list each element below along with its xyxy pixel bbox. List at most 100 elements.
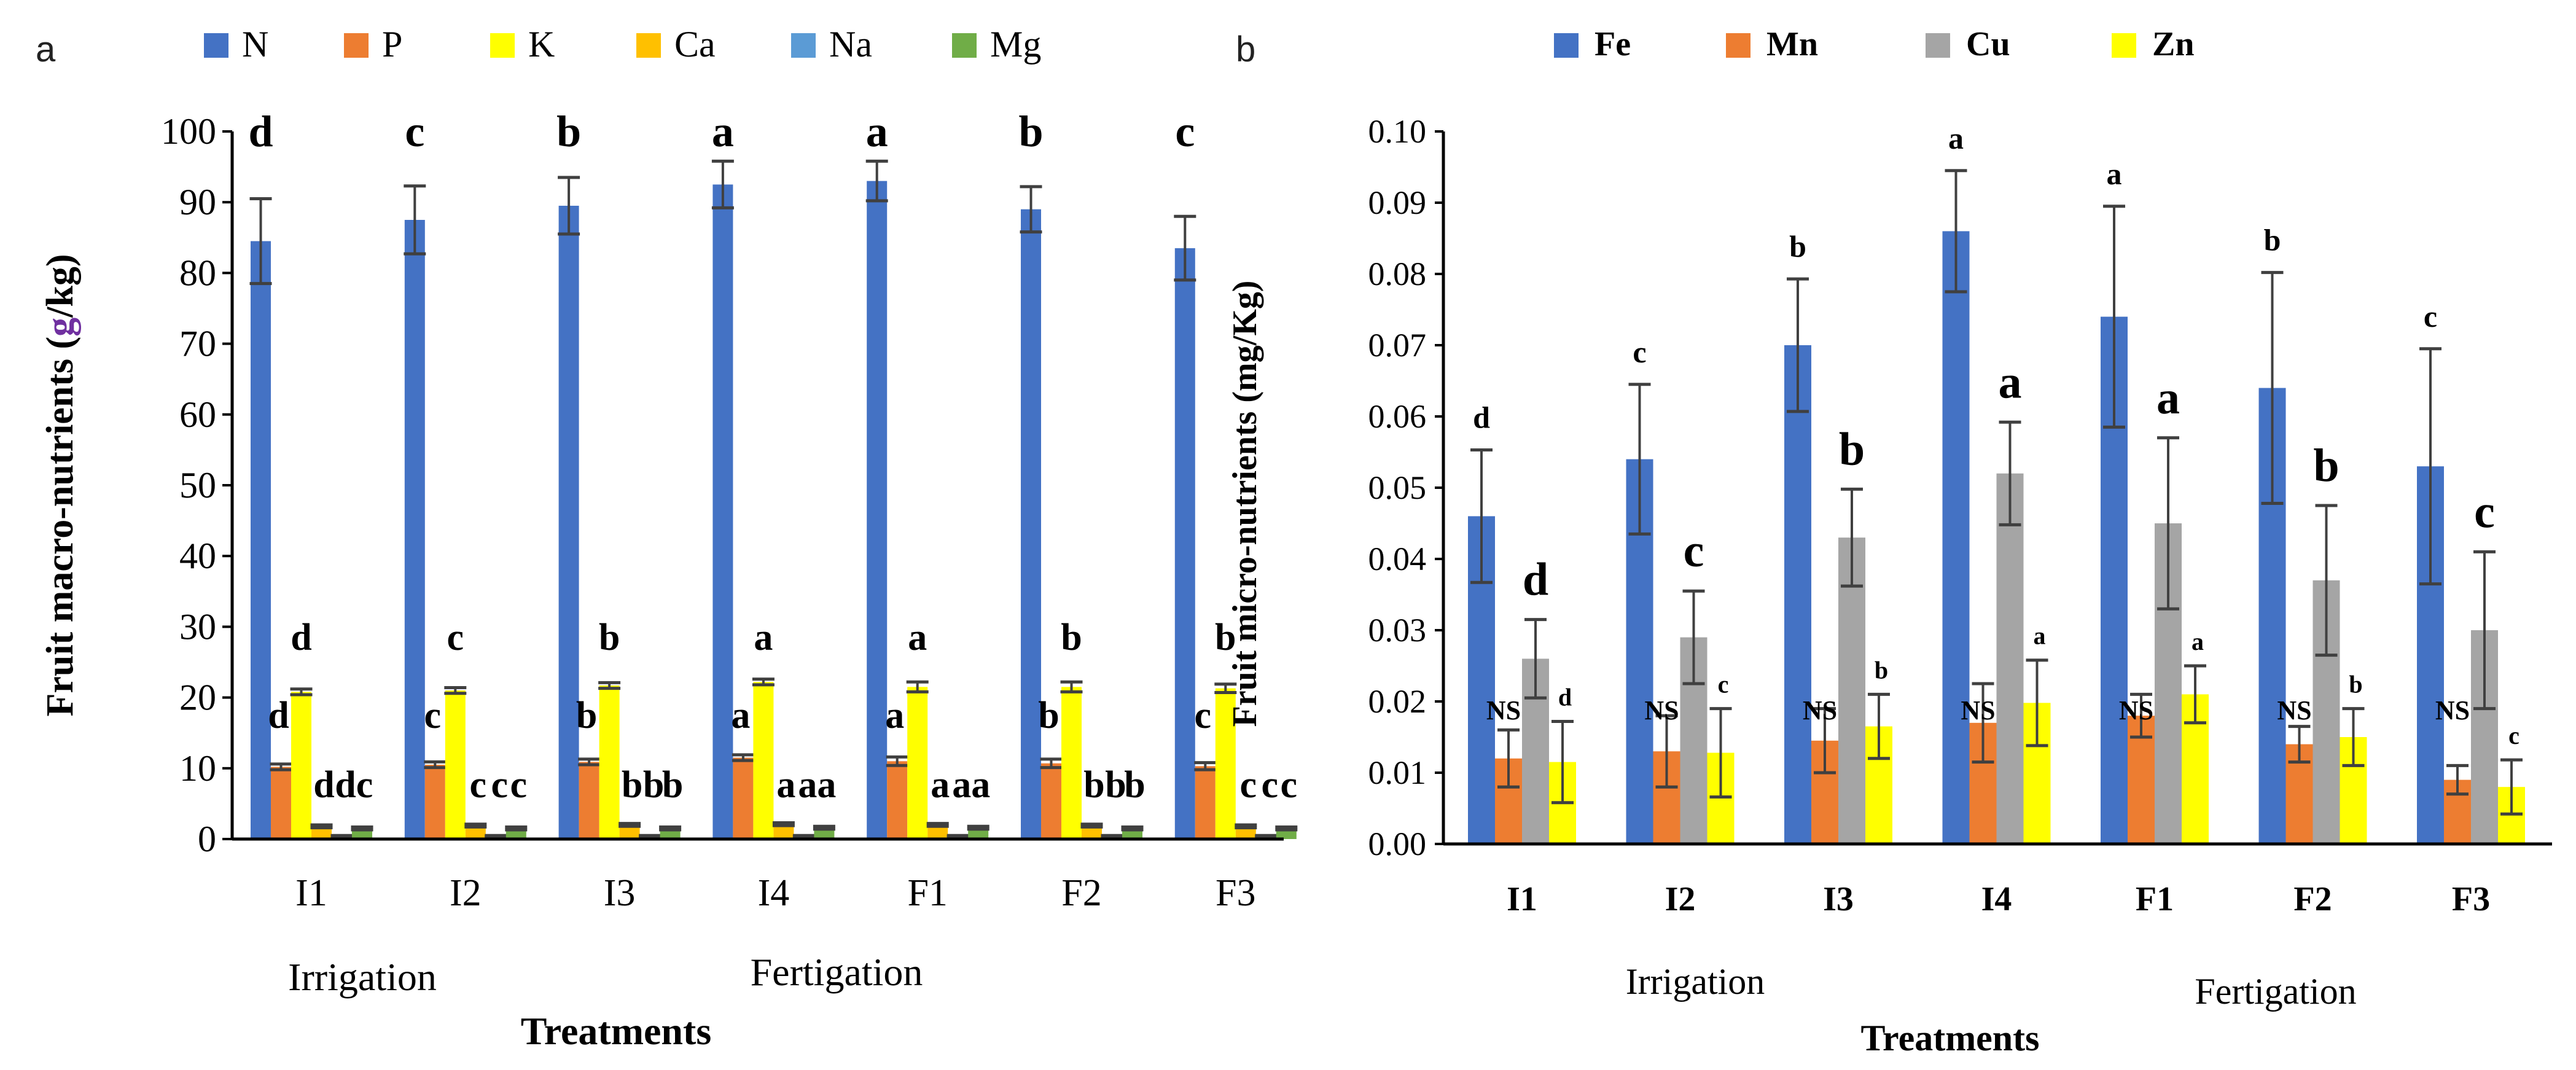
sig-letter: NS (2277, 695, 2311, 725)
error-bar (2157, 436, 2179, 611)
y-tick-label: 70 (179, 324, 216, 364)
error-bar (619, 822, 641, 828)
x-tick-label: I2 (1665, 880, 1696, 918)
y-tick-label: 30 (179, 606, 216, 647)
legend-label: Fe (1594, 25, 1631, 63)
error-bar (732, 753, 754, 762)
panel-label-b: b (1236, 29, 1255, 69)
error-bar (290, 687, 313, 697)
sig-letter: d (1523, 554, 1548, 606)
bar-n-i3 (558, 205, 579, 840)
error-bar (906, 680, 929, 693)
bar-cu-i3 (1838, 537, 1865, 844)
bar-n-f3 (1174, 248, 1195, 840)
error-bar (424, 760, 447, 770)
bar-n-f1 (867, 181, 888, 839)
bar-p-i4 (733, 757, 754, 839)
panel-label-a: a (36, 29, 56, 69)
error-bar (2315, 504, 2338, 657)
legend-label: Na (829, 24, 872, 64)
y-tick-label: 0.00 (1368, 826, 1427, 862)
sig-letter: b (2349, 671, 2362, 698)
y-tick-label: 90 (179, 182, 216, 222)
x-tick-label: I4 (1981, 880, 2012, 918)
error-bar (1040, 757, 1063, 770)
sig-letter: c (1633, 335, 1646, 369)
error-bar (464, 822, 487, 829)
error-bar (1787, 277, 1809, 413)
legend-item-fe: Fe (1554, 25, 1631, 63)
sig-letter: NS (1961, 695, 1995, 725)
legend-item-mg: Mg (952, 24, 1041, 64)
error-bar (485, 834, 507, 839)
sig-letter: NS (1644, 695, 1679, 725)
error-bar (1214, 682, 1237, 695)
y-tick-label: 0.02 (1368, 683, 1427, 720)
bar-p-f1 (887, 761, 908, 839)
bar-k-i1 (291, 692, 311, 839)
legend-label: N (242, 24, 268, 64)
error-bar (1497, 728, 1520, 789)
error-bar (639, 834, 662, 839)
y-tick-label: 40 (179, 536, 216, 576)
error-bar (1020, 185, 1042, 234)
error-bar (2184, 664, 2206, 725)
legend-item-cu: Cu (1926, 25, 2010, 63)
y-tick-label: 20 (179, 678, 216, 718)
error-bar (886, 755, 908, 767)
sig-letter: c (1262, 764, 1279, 806)
legend-swatch (791, 33, 816, 58)
bar-p-f3 (1195, 766, 1216, 839)
sig-letter: d (1558, 683, 1572, 711)
sig-letter: c (2474, 486, 2495, 537)
sig-letter: c (424, 695, 442, 736)
legend-item-n: N (204, 24, 268, 64)
sig-letter: c (1718, 671, 1729, 698)
legend-swatch (1726, 33, 1751, 58)
y-tick-label: 60 (179, 394, 216, 435)
bar-ca-i1 (311, 826, 332, 839)
sig-letter: c (1281, 764, 1298, 806)
sig-letter: a (731, 695, 750, 736)
sig-letter: c (405, 107, 424, 156)
error-bar (813, 824, 835, 831)
y-tick-label: 0.06 (1368, 398, 1427, 435)
x-tick-label: I1 (1507, 880, 1537, 918)
bar-p-i2 (424, 765, 445, 839)
legend-item-zn: Zn (2112, 25, 2195, 63)
error-bar (926, 822, 949, 828)
error-bar (1551, 719, 1574, 805)
sig-letter: NS (2119, 695, 2153, 725)
sig-letter: a (798, 764, 817, 806)
x-tick-label: F2 (1061, 872, 1101, 914)
legend-item-mn: Mn (1726, 25, 1818, 63)
sig-letter: c (2424, 299, 2437, 334)
bar-fe-i4 (1942, 231, 1970, 844)
bar-k-f1 (907, 687, 928, 839)
bar-fe-i3 (1784, 345, 1811, 844)
sig-letter: b (1789, 229, 1806, 264)
error-bar (752, 678, 775, 687)
error-bar (1868, 692, 1890, 760)
bar-k-i3 (599, 685, 620, 839)
y-axis-title: Fruit micro-nutrients (mg/Kg) (1226, 281, 1264, 727)
sig-letter: a (712, 107, 734, 156)
group-label-irrigation: Irrigation (288, 955, 437, 999)
x-axis-title: Treatments (1860, 1018, 2039, 1058)
y-axis-title: Fruit macro-nutrients (g/kg) (39, 254, 81, 716)
sig-letter: b (1105, 764, 1126, 806)
error-bar (2473, 550, 2496, 711)
bar-n-i1 (251, 241, 271, 839)
error-bar (2261, 271, 2284, 506)
legend-label: Mg (990, 24, 1041, 64)
error-bar (1121, 825, 1144, 832)
sig-letter: d (313, 764, 334, 806)
sig-letter: b (662, 764, 683, 806)
legend-swatch (2112, 33, 2136, 58)
sig-letter: c (491, 764, 509, 806)
legend-label: Mn (1766, 25, 1818, 63)
error-bar (659, 825, 682, 832)
sig-letter: d (1473, 400, 1490, 435)
error-bar (2446, 763, 2469, 796)
